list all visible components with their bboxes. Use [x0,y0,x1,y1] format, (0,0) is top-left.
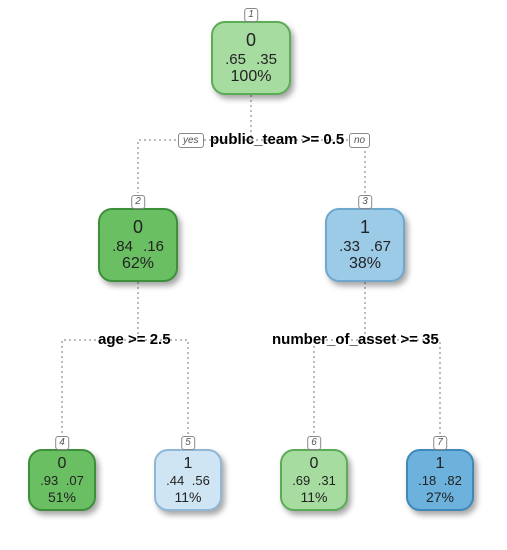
node-probs: .33 .67 [339,238,391,255]
node-pct: 11% [301,489,328,505]
tree-node-3: 3 1 .33 .67 38% [325,208,405,282]
tree-node-6: 6 0 .69 .31 11% [280,449,348,511]
node-class: 0 [310,455,319,473]
split-label-asset: number_of_asset >= 35 [272,331,439,348]
yes-tag-root: yes [178,133,204,148]
node-id-badge: 1 [244,8,258,22]
node-pct: 62% [122,255,154,273]
split-text: public_team >= 0.5 [210,131,344,148]
node-probs: .65 .35 [225,51,277,68]
node-class: 1 [436,455,445,473]
node-probs: .44 .56 [166,474,210,489]
node-probs: .93 .07 [40,474,84,489]
node-id-badge: 3 [358,195,372,209]
node-probs: .84 .16 [112,238,164,255]
node-id-badge: 6 [307,436,321,450]
tree-node-7: 7 1 .18 .82 27% [406,449,474,511]
node-id-badge: 5 [181,436,195,450]
tree-node-1: 1 0 .65 .35 100% [211,21,291,95]
node-id-badge: 2 [131,195,145,209]
split-text: age >= 2.5 [98,331,171,348]
node-class: 0 [246,30,256,51]
split-label-age: age >= 2.5 [98,331,171,348]
node-pct: 27% [426,489,454,505]
node-probs: .18 .82 [418,474,462,489]
split-label-root: public_team >= 0.5 [210,131,344,148]
tree-node-5: 5 1 .44 .56 11% [154,449,222,511]
node-pct: 51% [48,489,76,505]
node-pct: 100% [231,68,272,86]
node-class: 0 [133,217,143,238]
node-id-badge: 4 [55,436,69,450]
node-class: 1 [360,217,370,238]
tree-node-4: 4 0 .93 .07 51% [28,449,96,511]
node-probs: .69 .31 [292,474,336,489]
node-class: 1 [184,455,193,473]
tree-node-2: 2 0 .84 .16 62% [98,208,178,282]
node-class: 0 [58,455,67,473]
split-text: number_of_asset >= 35 [272,331,439,348]
node-id-badge: 7 [433,436,447,450]
no-tag-root: no [349,133,370,148]
node-pct: 11% [175,489,202,505]
node-pct: 38% [349,255,381,273]
